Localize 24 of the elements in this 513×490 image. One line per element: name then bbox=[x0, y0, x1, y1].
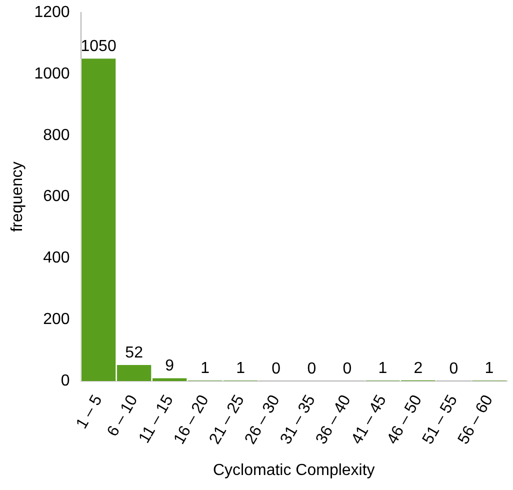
data-label: 1 bbox=[378, 360, 388, 378]
data-label: 0 bbox=[449, 360, 458, 378]
x-tick-label: 56 – 60 bbox=[455, 392, 497, 448]
y-tick-label: 800 bbox=[43, 126, 70, 144]
data-label: 1050 bbox=[80, 38, 116, 56]
data-label: 1 bbox=[236, 360, 246, 378]
y-tick-label: 0 bbox=[60, 372, 70, 390]
y-tick-label: 600 bbox=[43, 188, 70, 206]
data-label: 9 bbox=[165, 358, 174, 375]
y-axis-title: frequency bbox=[9, 162, 26, 232]
data-label: 1 bbox=[484, 360, 494, 378]
data-label: 52 bbox=[125, 344, 144, 362]
y-tick-label: 200 bbox=[43, 310, 70, 328]
data-label: 0 bbox=[272, 360, 281, 378]
data-label: 2 bbox=[414, 360, 423, 377]
y-tick-label: 1200 bbox=[34, 4, 70, 22]
data-label: 1 bbox=[200, 360, 210, 378]
y-tick-label: 400 bbox=[43, 250, 70, 267]
data-label: 0 bbox=[342, 360, 352, 378]
x-tick-label: 1 – 5 bbox=[73, 392, 106, 432]
data-label: 0 bbox=[307, 360, 316, 378]
x-axis-title: Cyclomatic Complexity bbox=[212, 462, 375, 479]
y-tick-label: 1000 bbox=[34, 65, 70, 82]
x-tick-label: 36 – 40 bbox=[313, 392, 354, 448]
